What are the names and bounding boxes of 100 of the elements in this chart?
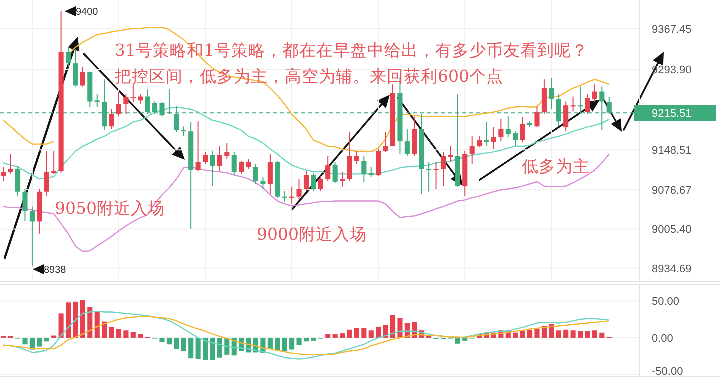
candlestick — [181, 126, 186, 138]
candlestick — [513, 131, 518, 148]
bar — [368, 330, 374, 338]
bar — [578, 331, 584, 338]
bar — [304, 338, 310, 342]
bar — [37, 338, 42, 347]
bar — [296, 338, 302, 346]
candlestick — [376, 148, 382, 177]
annotation: 8938 — [44, 265, 67, 276]
candlestick — [498, 118, 504, 142]
candlestick — [311, 172, 316, 192]
candlestick — [534, 106, 540, 128]
candlestick — [368, 166, 374, 178]
bar — [282, 338, 288, 352]
bar — [217, 338, 222, 358]
candlestick — [434, 162, 439, 190]
bar — [30, 338, 35, 350]
ref-line-label: 9215.51 — [652, 108, 692, 120]
bar — [332, 334, 338, 338]
candlestick — [217, 146, 222, 172]
candlestick — [383, 132, 388, 153]
candlestick — [253, 164, 259, 185]
candlestick — [570, 96, 576, 112]
candlestick — [30, 206, 35, 268]
candlestick — [66, 46, 72, 68]
candlestick — [282, 190, 288, 202]
annotation: 9400 — [76, 7, 99, 18]
bar — [534, 329, 540, 338]
candlestick — [94, 94, 100, 108]
bar — [88, 307, 93, 338]
candlestick — [326, 156, 331, 182]
candlestick — [52, 151, 57, 175]
candlestick — [232, 152, 237, 176]
line-series — [3, 154, 610, 252]
bar — [116, 329, 122, 338]
bar — [592, 330, 598, 338]
annotation: 低多为主 — [522, 157, 590, 176]
y-tick-label: 0.00 — [652, 332, 674, 345]
bar — [174, 338, 180, 350]
bar — [44, 338, 50, 342]
candlestick — [224, 142, 230, 160]
y-tick-label: -50.00 — [652, 366, 684, 377]
bar — [290, 338, 295, 350]
candlestick — [138, 94, 144, 106]
candlestick — [22, 188, 28, 222]
candlestick — [491, 126, 496, 150]
candlestick — [130, 84, 136, 103]
candlestick — [564, 101, 569, 132]
candlestick — [116, 92, 122, 118]
candlestick — [592, 84, 598, 103]
bar — [210, 338, 216, 360]
bar — [130, 332, 136, 338]
candlestick — [16, 166, 21, 197]
bar — [354, 328, 360, 338]
y-tick-label: 50.00 — [652, 296, 680, 308]
bar — [196, 338, 201, 360]
candlestick — [202, 152, 208, 165]
y-tick-label: 8934.69 — [652, 263, 692, 276]
candlestick — [332, 162, 338, 184]
bar — [66, 302, 72, 338]
candlestick — [484, 122, 490, 148]
candlestick — [290, 186, 295, 205]
candlestick — [470, 136, 475, 165]
bar — [347, 330, 352, 338]
candlestick — [196, 121, 201, 172]
candlestick — [1, 166, 6, 182]
y-tick-label: 9076.67 — [652, 184, 692, 197]
candlestick — [520, 116, 526, 143]
candlestick — [354, 151, 360, 165]
bar — [181, 338, 186, 352]
bar — [585, 331, 590, 338]
candlestick — [448, 146, 454, 163]
bar — [268, 338, 273, 350]
candlestick — [210, 151, 216, 187]
bar — [564, 330, 569, 338]
candlestick — [80, 66, 86, 88]
candlestick — [477, 136, 482, 148]
bar — [166, 338, 172, 345]
candlestick — [239, 160, 244, 175]
bar — [22, 338, 28, 345]
bar — [528, 330, 533, 338]
bar — [124, 330, 129, 338]
candlestick — [347, 132, 352, 182]
y-tick-label: 9367.45 — [652, 24, 692, 36]
candlestick — [340, 171, 346, 188]
candlestick — [268, 154, 273, 195]
candlestick — [404, 128, 410, 157]
candlestick — [506, 116, 511, 138]
candlestick — [44, 151, 50, 197]
candlestick — [440, 152, 446, 187]
bar — [188, 338, 194, 359]
annotation: 9000附近入场 — [257, 225, 367, 244]
y-tick-label: 9148.51 — [652, 145, 692, 158]
bar — [138, 334, 144, 338]
bar — [73, 302, 78, 338]
candlestick — [362, 156, 367, 182]
candlestick — [318, 176, 324, 192]
bar — [326, 334, 331, 338]
candlestick — [426, 162, 432, 192]
candlestick — [585, 94, 590, 115]
